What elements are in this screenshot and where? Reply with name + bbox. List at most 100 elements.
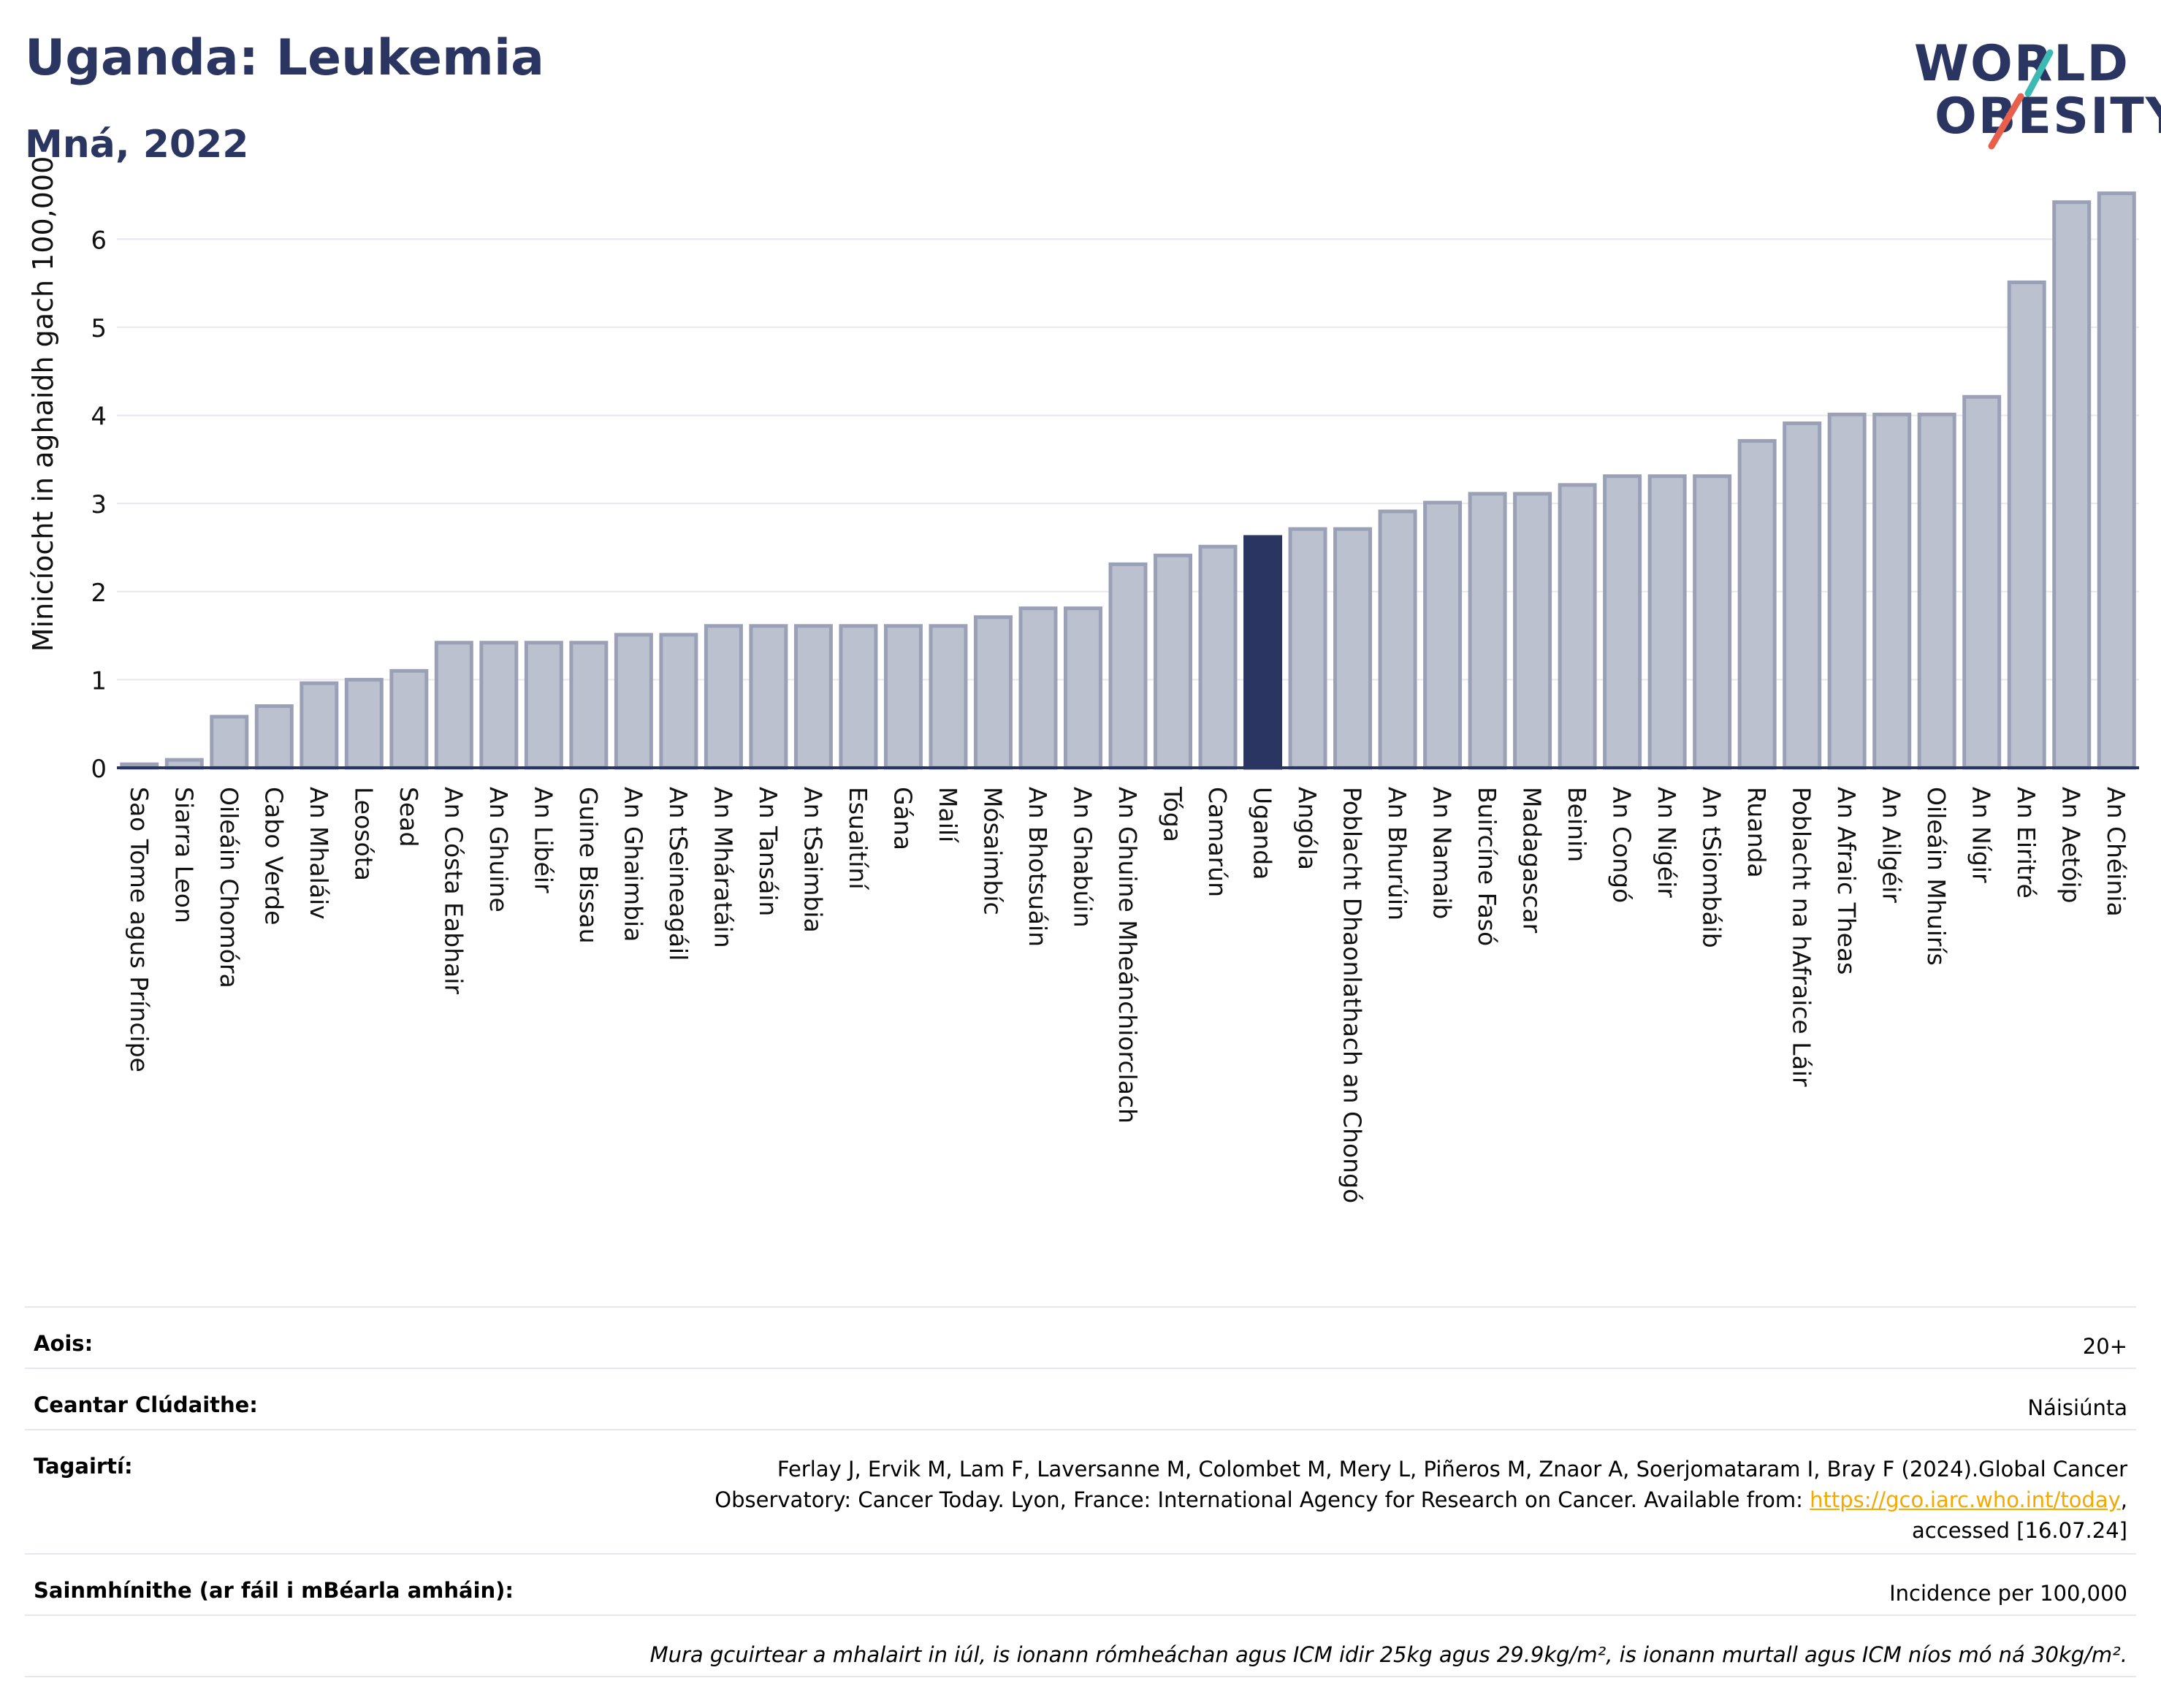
x-tick-label: Oileáin Chomóra [215,787,243,988]
bar [1423,500,1463,770]
bar [1198,544,1238,770]
logo-line-world: WORLD [1914,35,2130,93]
x-tick-label: Gána [888,787,917,850]
bar [1872,412,1912,770]
bar [1513,492,1552,770]
x-tick-label: Sead [395,787,423,847]
bar-highlighted [1243,535,1283,770]
bar [2097,191,2136,770]
x-tick-label: An Bhurúin [1383,787,1411,920]
bar [1647,474,1687,770]
x-tick-label: Oileáin Mhuirís [1922,787,1951,966]
bar-chart: 0 1 2 3 4 5 6 Sao Tome agus Príncipe Siarra Leo… [27,156,2139,1203]
bar [1917,412,1956,770]
x-tick-label: An Ghuine [484,787,513,912]
x-tick-label: Ruanda [1742,787,1771,878]
bar [1827,412,1867,770]
info-row-age: Aois: 20+ [25,1306,2136,1368]
logo-line-obesity: OBESITY [1935,88,2161,145]
references-link[interactable]: https://gco.iarc.who.int/today [1810,1487,2121,1512]
coverage-label: Ceantar Clúdaithe: [34,1392,258,1417]
x-tick-label: Sao Tome agus Príncipe [125,787,153,1072]
bar [2007,280,2046,770]
bar [1288,527,1327,770]
x-tick-label: Leosóta [349,787,378,881]
references-line-3: accessed [16.07.24] [1912,1518,2127,1543]
info-row-definitions: Sainmhínithe (ar fáil i mBéarla amháin):… [25,1553,2136,1614]
x-tick-label: Cabo Verde [259,787,288,925]
x-tick-label: Beinin [1563,787,1591,862]
x-tick-label: An Chéinia [2102,787,2130,917]
bar [1108,562,1148,770]
age-value: 20+ [2082,1334,2127,1359]
x-tick-label: Tóga [1159,786,1187,842]
x-tick-label: An Libéir [529,787,557,893]
obesity-definition-note: Mura gcuirtear a mhalairt in iúl, is ion… [649,1642,2127,1667]
x-tick-label: Mailí [934,787,962,844]
x-tick-label: Uganda [1249,787,1277,880]
y-axis-ticks: 0 1 2 3 4 5 6 [91,226,107,784]
bar [1333,527,1373,770]
bar [1468,492,1507,770]
bar [1783,421,1822,770]
x-tick-label: An Nígir [1967,787,1996,883]
y-tick-label: 4 [91,403,107,432]
y-tick-label: 0 [91,755,107,784]
bar [1154,553,1193,770]
x-tick-label: Poblacht Dhaonlathach an Chongó [1338,787,1367,1203]
y-tick-label: 5 [91,314,107,343]
x-tick-label: An Mháratáin [709,787,737,948]
bar [210,714,249,770]
bar [1962,394,2002,770]
x-tick-label: An Namaib [1428,787,1457,919]
info-table: Aois: 20+ Ceantar Clúdaithe: Náisiúnta T… [25,1306,2136,1677]
references-value: Ferlay J, Ervik M, Lam F, Laversanne M, … [714,1454,2127,1546]
x-tick-label: An Ghaimbia [619,787,647,942]
x-tick-label: Esuaitíní [844,787,872,891]
bar [1558,483,1597,770]
bar [1018,606,1058,770]
bars [120,191,2136,770]
bar [300,681,339,770]
y-tick-label: 6 [91,226,107,255]
bar [1378,509,1417,770]
x-tick-label: An Tansáin [754,787,782,916]
x-tick-label: An Bhotsuáin [1024,787,1052,947]
references-line-2: Observatory: Cancer Today. Lyon, France:… [714,1487,2127,1512]
x-tick-label: An Aetóip [2057,787,2086,904]
age-label: Aois: [34,1331,94,1356]
bar [434,641,473,770]
bar [839,624,878,770]
x-tick-label: Guine Bissau [574,787,603,944]
logo-slash-icon [1988,49,2054,150]
x-tick-label: An tSeineagáil [664,787,693,961]
world-obesity-logo: WORLD OBESITY [1905,29,2161,153]
bar [344,677,384,770]
x-tick-label: An tSiombáib [1698,787,1726,948]
definitions-label: Sainmhínithe (ar fáil i mBéarla amháin): [34,1578,514,1603]
x-tick-label: Angóla [1293,787,1322,870]
x-tick-label: An Cósta Eabhair [439,787,468,994]
x-tick-label: An Ailgéir [1878,787,1906,903]
bar [569,641,609,770]
x-tick-label: An Afraic Theas [1832,787,1861,975]
bar [479,641,519,770]
x-tick-label: An tSaimbia [799,787,827,933]
definitions-value: Incidence per 100,000 [1889,1581,2127,1606]
x-tick-label: Mósaimbíc [978,787,1007,915]
x-tick-label: An Ghabúin [1068,787,1097,928]
coverage-value: Náisiúnta [2027,1395,2127,1420]
page-title: Uganda: Leukemia [25,29,545,87]
x-axis-labels: Sao Tome agus Príncipe Siarra Leon Oileáin… [125,786,2130,1203]
bar [614,633,653,770]
bar [659,633,698,770]
info-row-note: Mura gcuirtear a mhalairt in iúl, is ion… [25,1614,2136,1677]
x-tick-label: Camarún [1203,787,1232,897]
bar [704,624,743,770]
references-label: Tagairtí: [34,1454,133,1479]
bar [1603,474,1642,770]
bar [524,641,563,770]
x-tick-label: Buircíne Fasó [1473,787,1501,946]
bar [1737,439,1777,770]
y-axis-title: Minicíocht in aghaidh gach 100,000 [27,156,59,652]
